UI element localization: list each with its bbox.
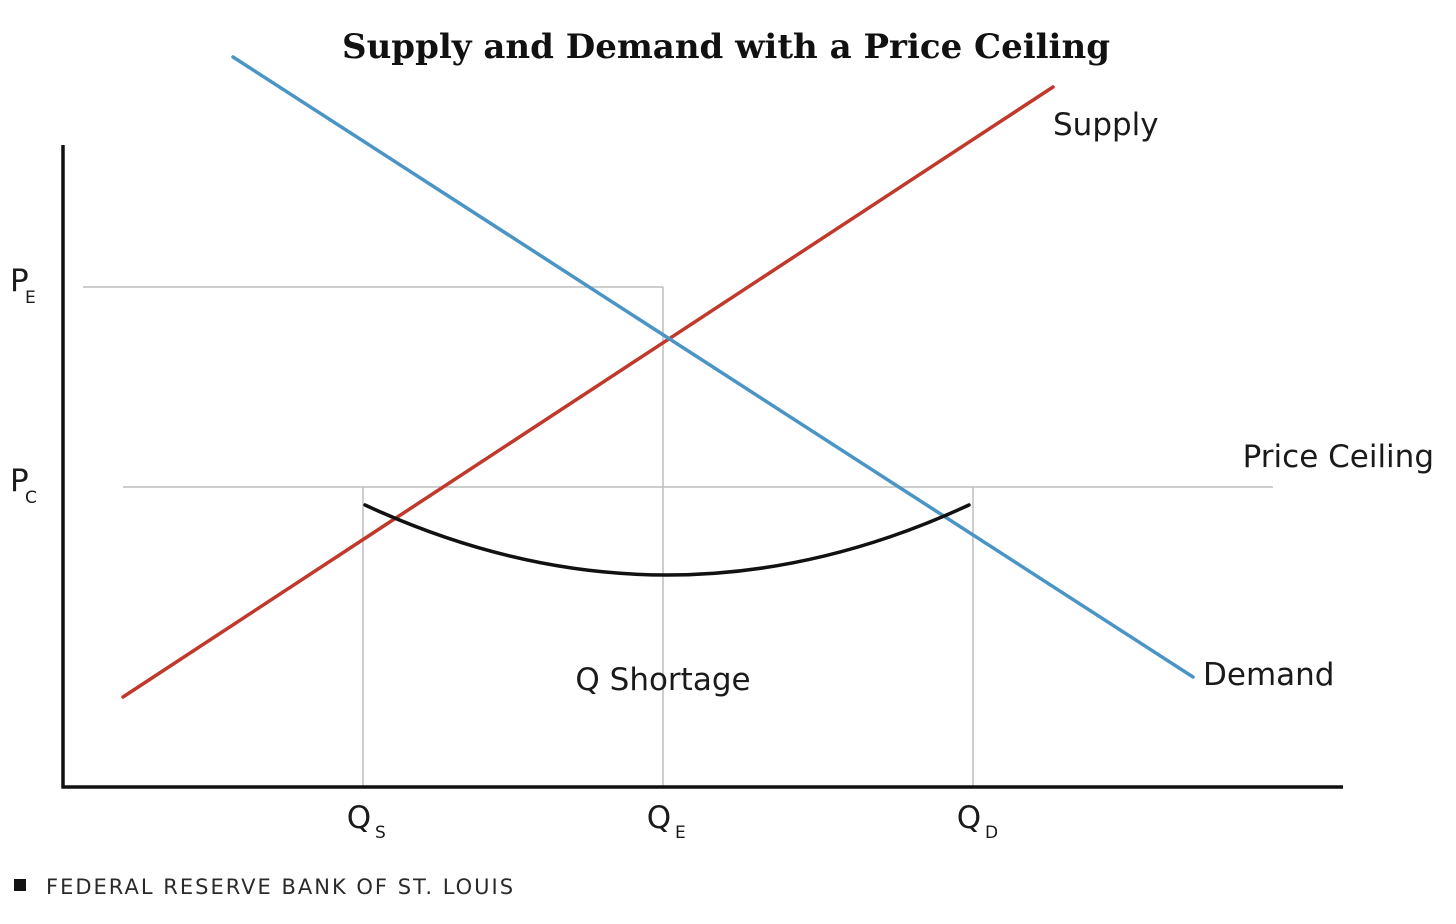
price-ceiling-label: Price Ceiling (1243, 439, 1434, 475)
demand-label: Demand (1203, 657, 1334, 693)
x-tick-sub-s: S (375, 823, 386, 843)
supply-curve (121, 85, 1055, 699)
demand-curve (231, 55, 1195, 679)
shortage-brace (363, 503, 971, 577)
source-credit: FEDERAL RESERVE BANK OF ST. LOUIS (14, 875, 515, 899)
shortage-label: Q Shortage (575, 662, 750, 698)
y-tick-label-c: P (10, 463, 29, 499)
x-tick-label-d: Q (957, 800, 981, 836)
series-labels: Supply Demand Price Ceiling Q Shortage (575, 107, 1434, 698)
x-tick-label-s: Q (347, 800, 371, 836)
chart-title: Supply and Demand with a Price Ceiling (342, 27, 1110, 67)
source-text: FEDERAL RESERVE BANK OF ST. LOUIS (46, 875, 515, 899)
y-tick-sub-e: E (25, 288, 36, 308)
curves (121, 55, 1195, 699)
axes (61, 145, 1343, 789)
y-tick-label-e: P (10, 263, 29, 299)
y-tick-sub-c: C (25, 488, 37, 508)
guide-lines (83, 286, 1273, 787)
x-tick-label-e: Q (647, 800, 671, 836)
supply-label: Supply (1053, 107, 1159, 143)
x-tick-sub-e: E (675, 823, 686, 843)
source-square-icon (14, 879, 26, 891)
x-tick-sub-d: D (985, 823, 998, 843)
